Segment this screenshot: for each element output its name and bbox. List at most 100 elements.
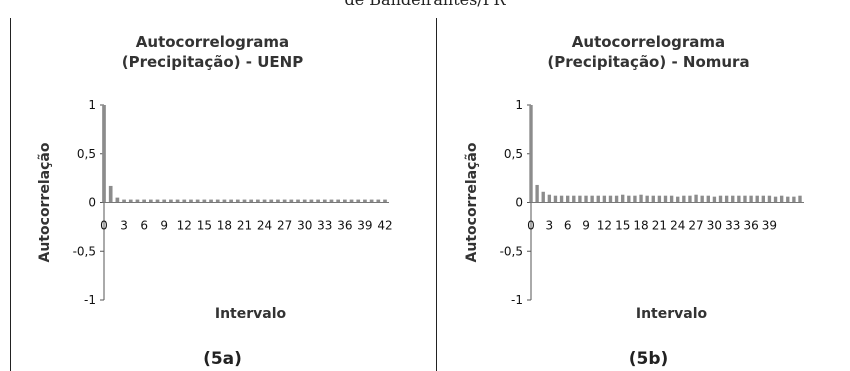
x-tick-label: 12 xyxy=(177,219,192,233)
x-tick-label: 6 xyxy=(140,219,148,233)
acf-bar xyxy=(786,196,790,203)
acf-bar xyxy=(712,196,717,203)
acf-bar xyxy=(175,199,180,203)
acf-bar xyxy=(541,191,545,203)
x-tick-label: 21 xyxy=(652,219,667,233)
acf-bar xyxy=(102,105,106,203)
x-axis-title: Intervalo xyxy=(215,306,287,322)
x-tick-label: 33 xyxy=(725,219,740,233)
acf-bar xyxy=(767,195,772,203)
acf-bar xyxy=(316,199,320,203)
chart-panel-uenp: Autocorrelograma (Precipitação) - UENP 1… xyxy=(10,18,435,371)
acf-bar xyxy=(336,199,341,203)
acf-bar xyxy=(572,195,576,203)
x-axis-title: Intervalo xyxy=(636,306,708,322)
acf-bar xyxy=(282,199,287,203)
acf-bar xyxy=(743,195,747,203)
acf-bar xyxy=(349,199,354,203)
y-tick-label: 0,5 xyxy=(504,147,523,161)
acf-bar xyxy=(657,195,662,203)
y-axis-title: Autocorrelação xyxy=(464,142,480,262)
acf-bar xyxy=(155,199,160,203)
acf-bar xyxy=(262,199,267,203)
y-tick-label: 1 xyxy=(88,98,96,112)
acf-bar xyxy=(122,199,126,203)
acf-bar xyxy=(322,199,327,203)
acf-bar xyxy=(376,199,381,203)
acf-bar xyxy=(209,199,213,203)
y-tick-label: 0,5 xyxy=(77,147,96,161)
x-tick-label: 24 xyxy=(257,219,272,233)
acf-bar xyxy=(706,195,710,203)
acf-bar xyxy=(645,195,649,203)
x-tick-label: 15 xyxy=(615,219,630,233)
x-tick-label: 33 xyxy=(317,219,332,233)
acf-bar xyxy=(737,195,741,203)
x-tick-label: 39 xyxy=(762,219,777,233)
acf-bar xyxy=(602,195,607,203)
panel-frame-left xyxy=(10,18,11,371)
acf-bar xyxy=(608,195,613,203)
acf-bar xyxy=(162,199,167,203)
acf-bar xyxy=(529,105,533,203)
acf-bar xyxy=(633,195,637,203)
chart-title: Autocorrelograma (Precipitação) - Nomura xyxy=(547,33,750,71)
y-tick-label: -1 xyxy=(84,293,96,307)
figure-label: (5b) xyxy=(628,349,669,369)
x-tick-label: 24 xyxy=(670,219,685,233)
acf-bar xyxy=(235,199,240,203)
x-tick-label: 18 xyxy=(633,219,648,233)
acf-bar xyxy=(142,199,146,203)
acf-bar xyxy=(584,195,588,203)
acf-bar xyxy=(356,199,361,203)
acf-bar xyxy=(578,195,582,203)
acf-bar xyxy=(724,195,729,203)
acf-bar xyxy=(718,195,723,203)
x-tick-label: 42 xyxy=(377,219,392,233)
x-tick-label: 21 xyxy=(237,219,252,233)
figure-label: (5a) xyxy=(203,349,242,369)
x-tick-label: 15 xyxy=(197,219,212,233)
acf-bar xyxy=(614,195,619,203)
chart-panel-nomura: Autocorrelograma (Precipitação) - Nomura… xyxy=(436,18,850,371)
acf-bar xyxy=(202,199,207,203)
x-tick-label: 36 xyxy=(337,219,352,233)
acf-bar xyxy=(547,194,552,203)
acf-bar xyxy=(682,195,686,203)
acf-bar xyxy=(669,195,674,203)
acf-bar xyxy=(627,195,631,203)
acf-bar xyxy=(663,195,668,203)
x-tick-label: 9 xyxy=(160,219,168,233)
acf-bar xyxy=(694,194,698,203)
acf-bar xyxy=(798,195,802,203)
chart-title: Autocorrelograma (Precipitação) - UENP xyxy=(121,33,304,71)
x-tick-label: 12 xyxy=(597,219,612,233)
acf-bar xyxy=(182,199,187,203)
x-tick-label: 39 xyxy=(357,219,372,233)
x-tick-label: 3 xyxy=(120,219,128,233)
y-tick-label: 0 xyxy=(88,196,96,210)
acf-bar xyxy=(108,185,113,203)
acf-bar xyxy=(128,199,133,203)
acf-bar xyxy=(289,199,294,203)
x-tick-label: 18 xyxy=(217,219,232,233)
acf-bar xyxy=(269,199,274,203)
x-tick-label: 27 xyxy=(277,219,292,233)
acf-bar xyxy=(369,199,374,203)
acf-bar xyxy=(590,195,594,203)
acf-bar xyxy=(676,196,680,203)
acf-bar xyxy=(761,195,765,203)
acf-bar xyxy=(229,199,233,203)
acf-bar xyxy=(115,197,120,203)
acf-bar xyxy=(296,199,300,203)
acf-bar xyxy=(189,199,193,203)
acf-bar xyxy=(343,199,347,203)
acf-bar xyxy=(329,199,334,203)
y-tick-label: 0 xyxy=(515,196,523,210)
acf-bar xyxy=(755,195,759,203)
x-tick-label: 30 xyxy=(297,219,312,233)
acf-bar xyxy=(148,199,153,203)
acf-bar xyxy=(256,199,260,203)
